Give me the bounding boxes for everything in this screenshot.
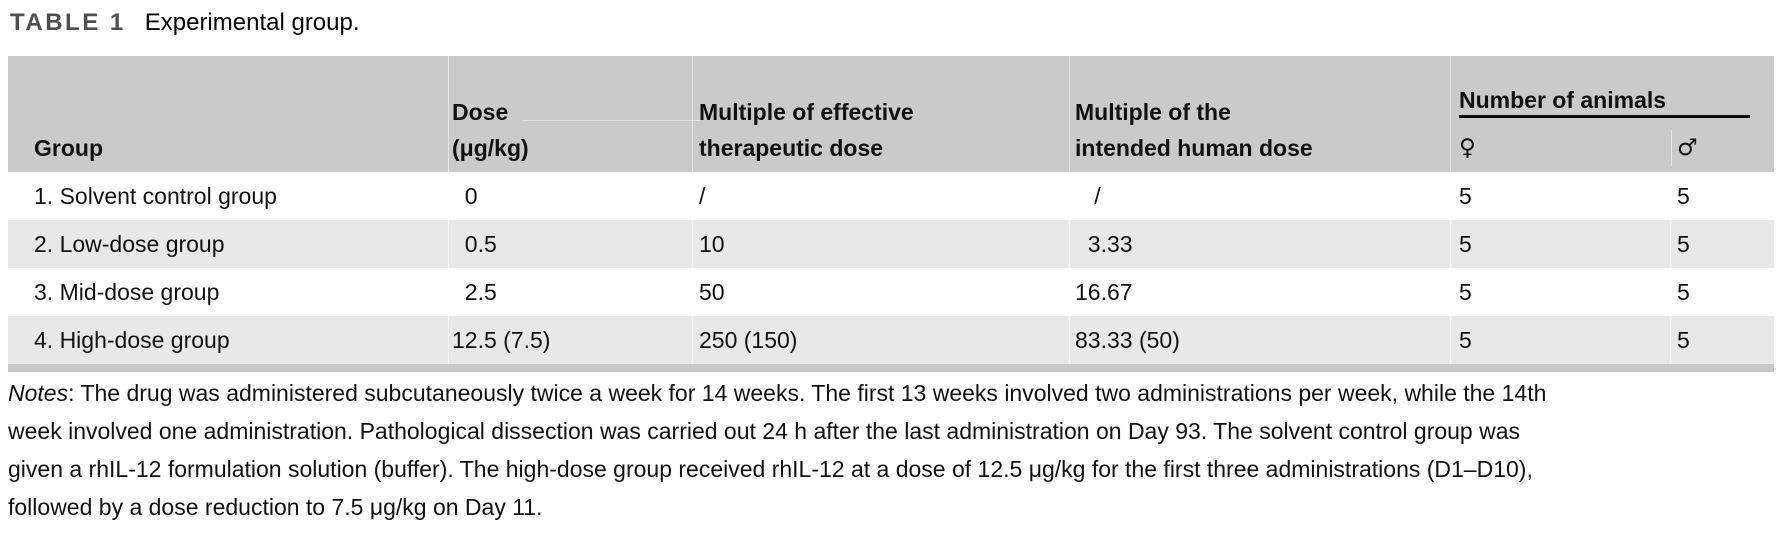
cell-multiple-effective: 10	[692, 220, 1069, 268]
notes-text: : The drug was administered subcutaneous…	[8, 380, 1547, 520]
table-header-row: Group Dose (μg/kg) Multiple of effective…	[8, 56, 1774, 172]
cell-dose: 2.5	[448, 268, 692, 316]
number-of-animals-label: Number of animals	[1459, 87, 1667, 113]
col-header-number-of-animals: Number of animals ♀ ♂	[1450, 56, 1774, 172]
col-header-group-label: Group	[34, 135, 103, 161]
cell-females: 5	[1450, 220, 1670, 268]
table-caption: TABLE 1 Experimental group.	[10, 5, 360, 41]
cell-males: 5	[1670, 268, 1774, 316]
cell-females: 5	[1450, 316, 1670, 364]
cell-females: 5	[1450, 172, 1670, 220]
col-header-multiple-human-line2: intended human dose	[1075, 135, 1313, 161]
table-row-solvent-control: 1. Solvent control group 0 / / 5 5	[8, 172, 1774, 220]
table-title: Experimental group.	[144, 9, 360, 36]
table-number-label: TABLE 1	[10, 9, 126, 36]
number-of-animals-underline	[1459, 115, 1750, 118]
male-symbol: ♂	[1671, 130, 1774, 166]
cell-dose: 0.5	[448, 220, 692, 268]
experimental-group-table: Group Dose (μg/kg) Multiple of effective…	[8, 56, 1774, 372]
table-row-mid-dose: 3. Mid-dose group 2.5 50 16.67 5 5	[8, 268, 1774, 316]
cell-dose: 0	[448, 172, 692, 220]
female-symbol: ♀	[1459, 135, 1476, 161]
table-row-high-dose: 4. High-dose group 12.5 (7.5) 250 (150) …	[8, 316, 1774, 364]
col-header-multiple-human: Multiple of the intended human dose	[1069, 56, 1450, 172]
cell-multiple-effective: 250 (150)	[692, 316, 1069, 364]
col-header-dose-line1: Dose	[452, 99, 509, 125]
cell-group: 1. Solvent control group	[34, 183, 277, 209]
cell-males: 5	[1670, 316, 1774, 364]
cell-multiple-human: 16.67	[1069, 268, 1450, 316]
col-header-dose-line2: (μg/kg)	[452, 135, 529, 161]
cell-group: 3. Mid-dose group	[34, 279, 220, 305]
col-header-multiple-effective-line1: Multiple of effective	[699, 99, 914, 125]
col-header-multiple-effective-line2: therapeutic dose	[699, 135, 884, 161]
col-header-dose: Dose (μg/kg)	[448, 56, 692, 172]
col-header-multiple-effective: Multiple of effective therapeutic dose	[692, 56, 1069, 172]
table-notes: Notes: The drug was administered subcuta…	[8, 374, 1560, 526]
col-header-multiple-human-line1: Multiple of the	[1075, 99, 1231, 125]
cell-males: 5	[1670, 220, 1774, 268]
cell-multiple-human: 3.33	[1069, 220, 1450, 268]
sex-symbol-row: ♀ ♂	[1459, 130, 1774, 166]
table-bottom-rule	[8, 364, 1774, 372]
cell-males: 5	[1670, 172, 1774, 220]
notes-label: Notes	[8, 380, 69, 406]
cell-females: 5	[1450, 268, 1670, 316]
cell-group: 2. Low-dose group	[34, 231, 225, 257]
cell-group: 4. High-dose group	[34, 327, 230, 353]
cell-dose: 12.5 (7.5)	[448, 316, 692, 364]
cell-multiple-effective: /	[692, 172, 1069, 220]
cell-multiple-effective: 50	[692, 268, 1069, 316]
cell-multiple-human: /	[1069, 172, 1450, 220]
header-subrow-divider	[523, 120, 700, 121]
table-row-low-dose: 2. Low-dose group 0.5 10 3.33 5 5	[8, 220, 1774, 268]
col-header-group: Group	[8, 56, 448, 172]
cell-multiple-human: 83.33 (50)	[1069, 316, 1450, 364]
